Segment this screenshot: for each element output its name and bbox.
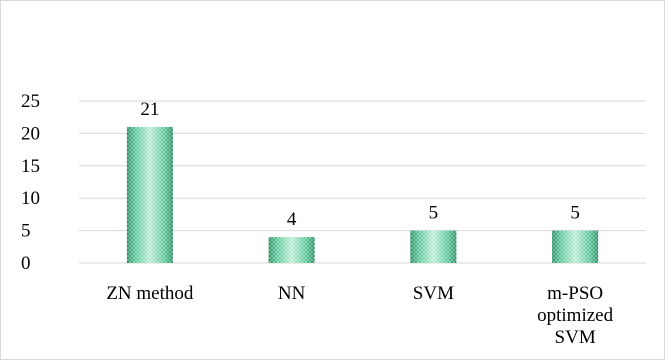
y-axis-tick-labels: 0 5 10 15 20 25 — [21, 91, 40, 274]
bars — [126, 126, 599, 263]
y-tick-label: 20 — [21, 123, 40, 144]
x-category-label: ZN method — [106, 283, 194, 304]
data-label: 5 — [570, 203, 580, 224]
y-tick-label: 10 — [21, 188, 40, 209]
y-tick-label: 5 — [21, 221, 31, 242]
x-category-label: SVM — [555, 327, 596, 348]
bar-texture — [410, 230, 457, 263]
data-label: 21 — [140, 99, 159, 120]
data-labels: 21 4 5 5 — [140, 99, 580, 230]
y-tick-label: 0 — [21, 253, 31, 274]
x-category-label: SVM — [413, 283, 454, 304]
data-label: 4 — [287, 209, 297, 230]
y-tick-label: 15 — [21, 156, 40, 177]
gridlines — [79, 100, 646, 264]
y-tick-label: 25 — [21, 91, 40, 112]
x-category-label: m-PSO — [547, 283, 603, 304]
x-category-label: NN — [278, 283, 306, 304]
bar-texture — [268, 237, 315, 263]
data-label: 5 — [429, 203, 439, 224]
bar-texture — [552, 230, 599, 263]
bar-texture — [126, 126, 173, 263]
x-category-label: optimized — [537, 305, 613, 326]
